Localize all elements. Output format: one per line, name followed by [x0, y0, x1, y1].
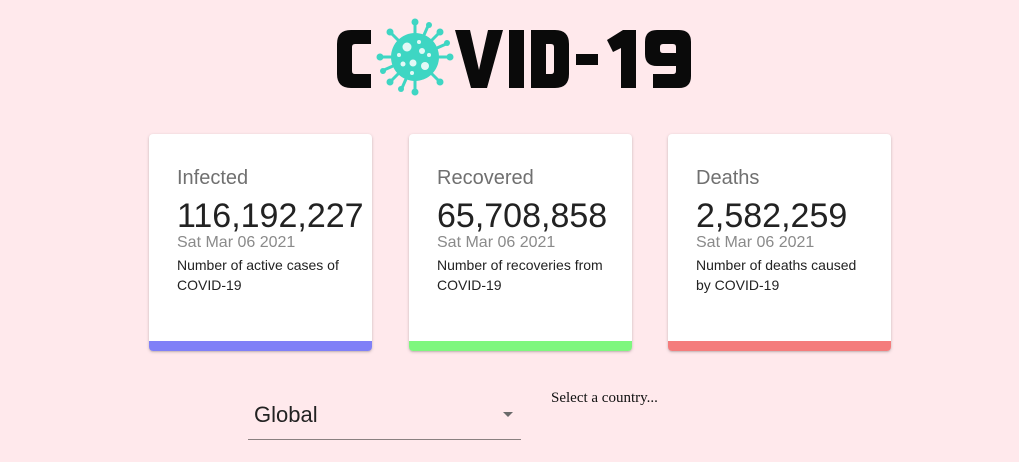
card-date: Sat Mar 06 2021 — [696, 234, 815, 251]
dropdown-arrow-icon[interactable] — [503, 412, 513, 417]
card-value: 2,582,259 — [696, 197, 848, 235]
country-select-value: Global — [254, 402, 318, 427]
card-description: Number of deaths caused by COVID-19 — [696, 257, 857, 293]
card-description: Number of recoveries from COVID-19 — [437, 257, 603, 293]
deaths-card: Deaths 2,582,259 Sat Mar 06 2021 Number … — [668, 134, 891, 351]
card-date: Sat Mar 06 2021 — [177, 234, 296, 251]
card-accent-bar — [149, 341, 372, 351]
recovered-card: Recovered 65,708,858 Sat Mar 06 2021 Num… — [409, 134, 632, 351]
covid-logo-graphic — [337, 18, 691, 96]
card-accent-bar — [668, 341, 891, 351]
card-description: Number of active cases of COVID-19 — [177, 257, 339, 293]
card-title: Infected — [177, 167, 249, 189]
card-value: 116,192,227 — [177, 197, 364, 235]
infected-card: Infected 116,192,227 Sat Mar 06 2021 Num… — [149, 134, 372, 351]
covid-logo — [335, 12, 715, 100]
country-select[interactable]: Global — [248, 392, 521, 440]
card-title: Recovered — [437, 167, 534, 189]
virus-icon — [376, 18, 454, 96]
card-date: Sat Mar 06 2021 — [437, 234, 556, 251]
card-title: Deaths — [696, 167, 760, 189]
card-value: 65,708,858 — [437, 197, 608, 235]
card-accent-bar — [409, 341, 632, 351]
country-select-hint: Select a country... — [551, 390, 658, 406]
